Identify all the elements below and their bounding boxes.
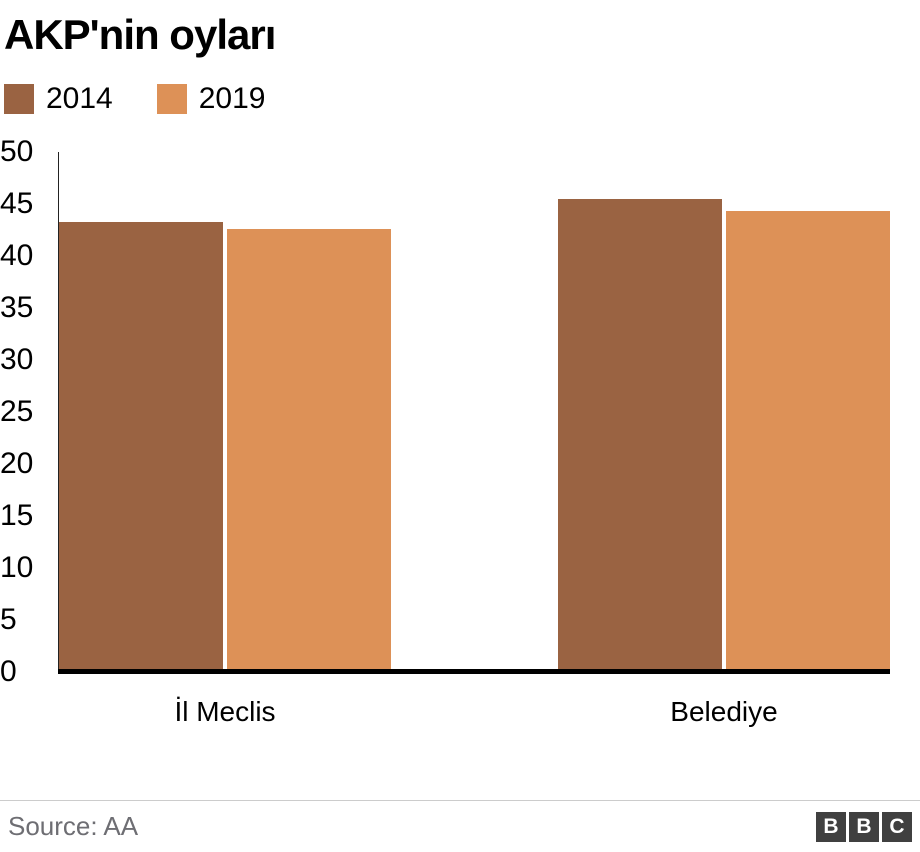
legend-swatch	[4, 84, 34, 115]
bar-2014-İl Meclis	[59, 221, 223, 673]
category-labels: İl Meclis Belediye	[59, 696, 890, 728]
source-text: Source: AA	[8, 811, 139, 841]
y-tick-label: 0	[0, 655, 17, 689]
legend-swatch	[156, 84, 187, 115]
legend-label: 2014	[46, 82, 113, 116]
chart-title: AKP'nin oyları	[4, 11, 276, 58]
bar-group-İl Meclis	[59, 221, 391, 673]
bar-2014-Belediye	[558, 199, 722, 673]
legend-item-2019: 2019	[156, 82, 266, 116]
bbc-logo-block: B	[849, 811, 879, 842]
y-tick-label: 50	[0, 135, 34, 169]
y-axis-line	[58, 152, 59, 673]
y-tick-label: 35	[0, 291, 34, 325]
y-tick-label: 25	[0, 395, 34, 429]
bbc-logo-block: B	[816, 811, 846, 842]
y-tick-label: 40	[0, 239, 34, 273]
y-tick-label: 30	[0, 343, 34, 377]
bar-2019-İl Meclis	[227, 229, 391, 673]
bar-2019-Belediye	[726, 211, 890, 673]
y-tick-label: 5	[0, 603, 17, 637]
y-tick-label: 20	[0, 447, 34, 481]
y-axis-labels: 0 5 10 15 20 25 30 35 40 45 50	[0, 135, 46, 688]
chart-legend: 2014 2019	[0, 58, 920, 116]
x-axis-line	[58, 669, 890, 675]
y-tick-label: 45	[0, 187, 34, 221]
y-tick-label: 10	[0, 551, 34, 585]
y-tick-label: 15	[0, 499, 34, 533]
legend-item-2014: 2014	[4, 82, 113, 116]
category-label-Belediye: Belediye	[670, 696, 778, 728]
legend-label: 2019	[198, 82, 266, 116]
category-label-İl Meclis: İl Meclis	[174, 696, 276, 728]
bar-group-Belediye	[558, 199, 890, 673]
bbc-logo-block: C	[882, 811, 912, 842]
bars-area	[59, 152, 890, 673]
plot-area: 0 5 10 15 20 25 30 35 40 45 50	[0, 135, 920, 688]
